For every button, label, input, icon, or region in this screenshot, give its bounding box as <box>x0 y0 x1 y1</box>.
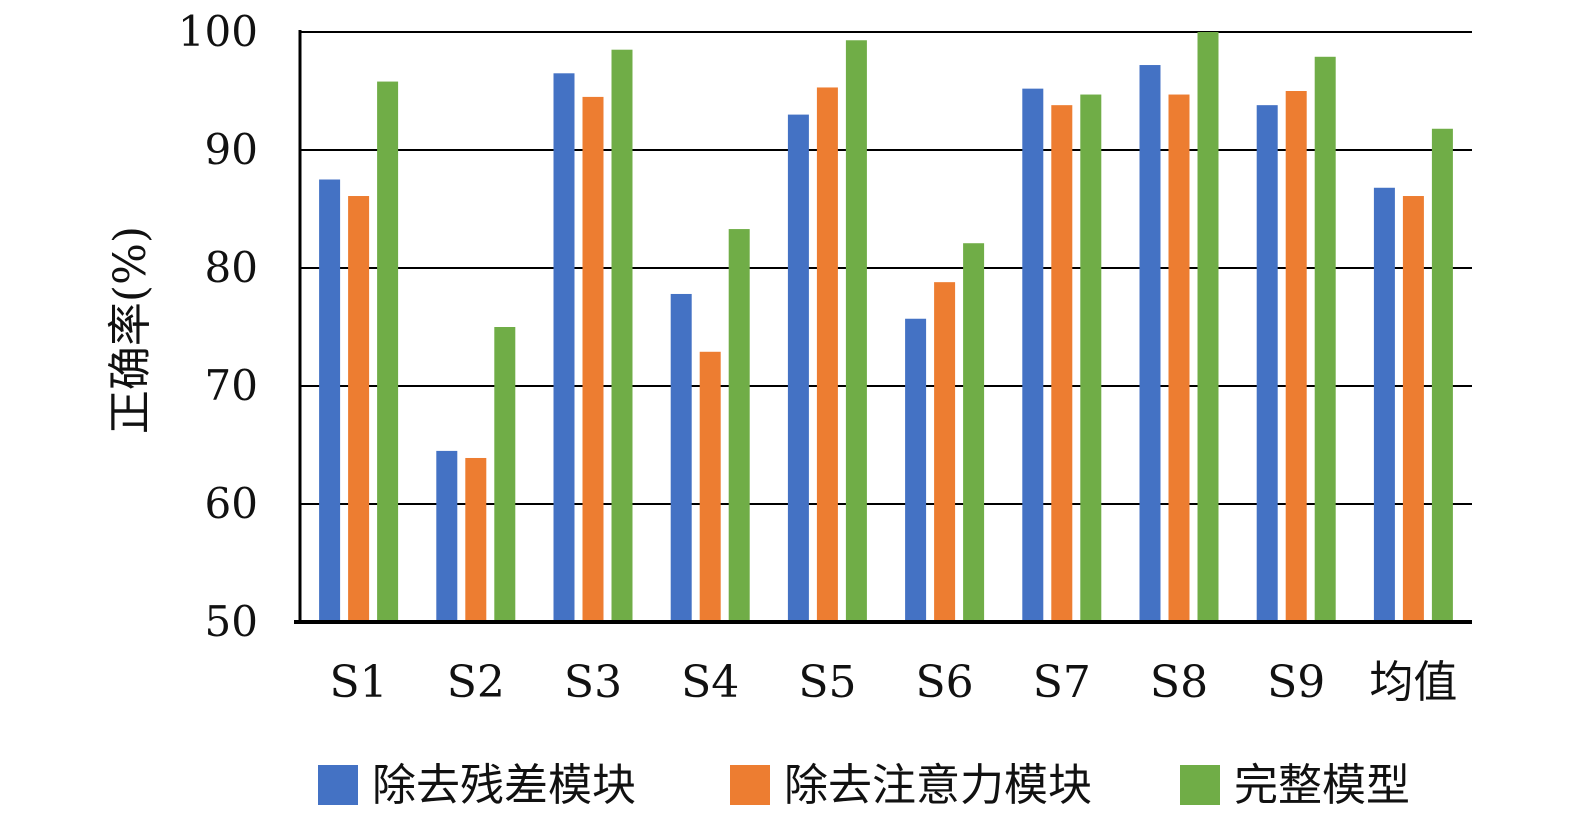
x-tick-label: S2 <box>447 657 505 708</box>
bar <box>1022 88 1044 622</box>
legend: 除去残差模块 除去注意力模块 完整模型 <box>318 760 1410 811</box>
bar <box>699 351 721 622</box>
legend-label: 除去注意力模块 <box>784 760 1092 811</box>
bar <box>845 40 867 622</box>
bar <box>465 457 487 622</box>
bar <box>1051 105 1073 622</box>
x-tick-label: S8 <box>1150 657 1208 708</box>
x-tick-label: S4 <box>681 657 739 708</box>
bar <box>934 282 956 622</box>
bar <box>787 114 809 622</box>
y-tick-label: 60 <box>205 479 258 528</box>
bar <box>1139 65 1161 623</box>
bar <box>1080 94 1102 623</box>
bar <box>963 243 985 622</box>
legend-label: 除去残差模块 <box>372 760 636 811</box>
bar <box>377 81 399 622</box>
legend-swatch <box>318 765 358 805</box>
axes-layer: 50 60 70 80 90 100 S1 S2 S3 S4 S5 S6 S7 S8 S9 均值 <box>178 7 1472 708</box>
y-tick-label: 80 <box>205 243 258 292</box>
y-axis-label: 正确率(%) <box>105 226 156 434</box>
legend-swatch <box>730 765 770 805</box>
bar <box>436 450 458 622</box>
y-tick-label: 50 <box>205 597 258 646</box>
bars-layer <box>319 32 1453 623</box>
x-tick-label: S1 <box>330 657 388 708</box>
bar <box>553 73 575 623</box>
x-tick-label: S9 <box>1267 657 1325 708</box>
y-tick-label: 90 <box>205 125 258 174</box>
bar <box>728 229 750 622</box>
bar <box>1402 196 1424 622</box>
x-tick-label: S3 <box>564 657 622 708</box>
bar <box>582 96 604 622</box>
x-tick-label: 均值 <box>1369 657 1457 708</box>
bar <box>1431 128 1453 622</box>
bar <box>1314 56 1336 622</box>
bar <box>319 179 341 622</box>
bar <box>611 49 633 622</box>
x-tick-label: S6 <box>916 657 974 708</box>
bar <box>348 196 370 622</box>
bar <box>1285 91 1307 622</box>
y-tick-label: 100 <box>178 7 258 56</box>
legend-label: 完整模型 <box>1234 760 1410 811</box>
bar <box>494 327 516 622</box>
bar <box>670 293 692 622</box>
bar <box>1197 32 1219 622</box>
bar <box>816 87 838 622</box>
bar <box>1256 105 1278 622</box>
legend-swatch <box>1180 765 1220 805</box>
y-tick-label: 70 <box>205 361 258 410</box>
x-tick-label: S7 <box>1033 657 1091 708</box>
bar <box>1168 94 1190 623</box>
bar <box>905 318 927 622</box>
x-tick-label: S5 <box>798 657 856 708</box>
bar <box>1373 187 1395 622</box>
